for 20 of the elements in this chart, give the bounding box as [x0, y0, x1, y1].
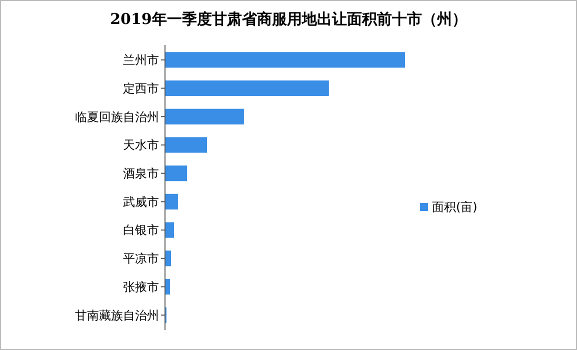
- bar: [165, 137, 207, 153]
- y-tick-label: 定西市: [123, 81, 159, 96]
- bar: [165, 194, 178, 210]
- y-tick-label: 酒泉市: [123, 166, 159, 181]
- y-tick-label: 白银市: [123, 223, 159, 238]
- bar: [165, 222, 174, 238]
- bar: [165, 166, 188, 182]
- y-tick-label: 甘南藏族自治州: [75, 308, 159, 322]
- y-tick-label: 临夏回族自治州: [75, 110, 159, 124]
- y-tick-label: 张掖市: [123, 280, 159, 294]
- y-tick-label: 武威市: [123, 194, 159, 209]
- y-tick-label: 兰州市: [123, 53, 159, 68]
- bar: [165, 108, 244, 124]
- y-tick-label: 平凉市: [123, 252, 159, 266]
- legend-label: 面积(亩): [432, 200, 478, 214]
- bar: [165, 80, 329, 96]
- bar: [165, 52, 405, 68]
- y-tick-label: 天水市: [123, 138, 159, 152]
- bar: [165, 250, 171, 266]
- chart-title: 2019年一季度甘肃省商服用地出让面积前十市（州）: [110, 10, 467, 28]
